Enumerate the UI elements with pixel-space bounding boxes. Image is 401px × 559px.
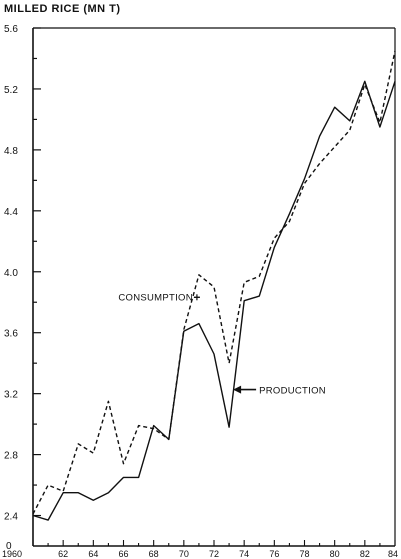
x-tick-label: 78: [299, 549, 309, 559]
y-ticks: 2.4 2.8 3.2 3.6 4.0 4.4 4.8 5.2 5.6 0: [4, 24, 41, 552]
x-tick-label: 76: [269, 549, 279, 559]
y-tick-label: 5.6: [4, 24, 18, 35]
x-tick-label: 68: [149, 549, 159, 559]
y-tick-label: 2.8: [4, 451, 18, 462]
y-tick-label: 2.4: [4, 512, 18, 523]
consumption-label: CONSUMPTION: [118, 292, 193, 303]
x-tick-label: 66: [118, 549, 128, 559]
y-tick-label: 5.2: [4, 85, 18, 96]
x-tick-label: 64: [88, 549, 98, 559]
series-line-consumption: [32, 50, 396, 515]
y-axis-title: MILLED RICE (MN T): [4, 3, 121, 15]
y-origin-label: 0: [6, 541, 12, 552]
x-tick-label: 1960: [2, 549, 22, 559]
series-line-production: [32, 80, 396, 521]
x-tick-label: 84: [388, 549, 398, 559]
x-tick-label: 72: [209, 549, 219, 559]
x-tick-label: 74: [239, 549, 249, 559]
y-tick-label: 4.0: [4, 268, 18, 279]
axes: [32, 27, 396, 547]
y-tick-label: 3.6: [4, 329, 18, 340]
series-group: [32, 50, 396, 521]
production-arrow-head: [233, 385, 242, 394]
production-label: PRODUCTION: [259, 386, 326, 397]
x-ticks: 1960 62 64 66 68 70 72 74 76 78 80 82 84: [2, 540, 398, 559]
x-tick-label: 82: [360, 549, 370, 559]
y-tick-label: 3.2: [4, 390, 18, 401]
annotations: CONSUMPTION PRODUCTION: [118, 292, 326, 397]
x-tick-label: 70: [179, 549, 189, 559]
x-tick-label: 62: [58, 549, 68, 559]
y-tick-label: 4.8: [4, 146, 18, 157]
x-tick-label: 80: [330, 549, 340, 559]
y-tick-label: 4.4: [4, 207, 18, 218]
